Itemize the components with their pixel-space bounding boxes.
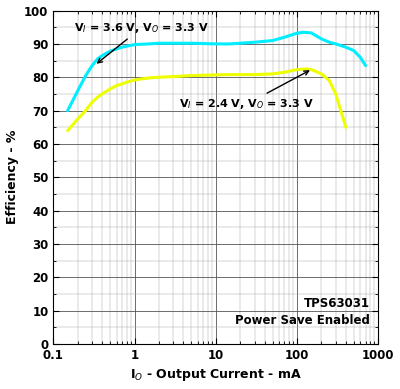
Text: TPS63031
Power Save Enabled: TPS63031 Power Save Enabled [236,297,370,328]
Text: V$_I$ = 2.4 V, V$_O$ = 3.3 V: V$_I$ = 2.4 V, V$_O$ = 3.3 V [179,71,314,111]
Text: V$_I$ = 3.6 V, V$_O$ = 3.3 V: V$_I$ = 3.6 V, V$_O$ = 3.3 V [74,21,209,63]
X-axis label: I$_O$ - Output Current - mA: I$_O$ - Output Current - mA [130,368,302,384]
Y-axis label: Efficiency - %: Efficiency - % [6,130,18,224]
